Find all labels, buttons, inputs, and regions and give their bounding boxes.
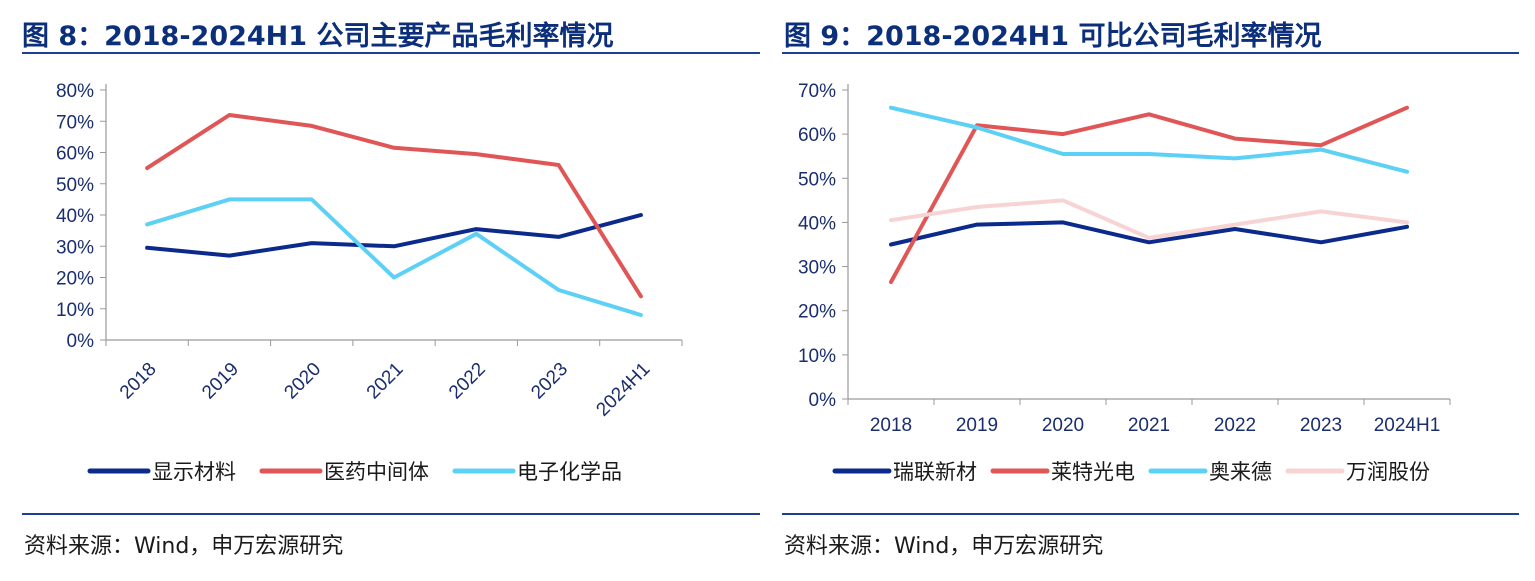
legend-label: 莱特光电 <box>1051 460 1135 484</box>
y-tick-label: 10% <box>56 300 94 321</box>
chart-8-product-gross-margin: 0% 10% 20% 30% 40% 50% 60% 70% 80% 2018 2019 2020 20… <box>56 81 683 484</box>
legend-label: 医药中间体 <box>324 460 429 484</box>
x-tick-label: 2020 <box>281 359 326 404</box>
legend-label: 电子化学品 <box>517 460 622 484</box>
series-line-2 <box>889 105 1409 284</box>
title-underline <box>782 52 1519 54</box>
right-figure-panel: 图 9：2018-2024H1 可比公司毛利率情况 0% 10% 20% 30% 40%… <box>782 0 1535 581</box>
x-tick-label: 2022 <box>445 359 490 404</box>
y-tick-label: 70% <box>798 81 836 102</box>
legend-label: 奥来德 <box>1209 460 1272 484</box>
x-tick-label: 2022 <box>1214 415 1256 436</box>
y-tick-label: 40% <box>56 206 94 227</box>
y-tick-label: 50% <box>798 169 836 190</box>
x-tick-label: 2020 <box>1042 415 1084 436</box>
series-line-1 <box>889 220 1409 247</box>
series-line-3 <box>889 105 1409 174</box>
chart-9-peer-gross-margin: 0% 10% 20% 30% 40% 50% 60% 70% 2018 2019 2020 2021 2… <box>798 81 1451 484</box>
y-tick-label: 50% <box>56 175 94 196</box>
y-tick-label: 0% <box>67 331 95 352</box>
x-tick-label: 2021 <box>363 359 408 404</box>
y-tick-label: 0% <box>809 390 837 411</box>
source-rule <box>22 513 760 515</box>
x-tick-label: 2023 <box>1300 415 1342 436</box>
x-tick-label: 2023 <box>527 359 572 404</box>
series-line-3 <box>145 197 643 317</box>
source-rule <box>782 513 1519 515</box>
y-tick-label: 40% <box>798 213 836 234</box>
left-figure-panel: 图 8：2018-2024H1 公司主要产品毛利率情况 0% 10% 20% 30% 4… <box>0 0 760 581</box>
y-tick-label: 80% <box>56 81 94 102</box>
y-tick-label: 60% <box>798 125 836 146</box>
figure-9-title: 图 9：2018-2024H1 可比公司毛利率情况 <box>784 21 1322 52</box>
source-note: 资料来源：Wind，申万宏源研究 <box>784 534 1104 559</box>
y-tick-label: 30% <box>56 237 94 258</box>
source-note: 资料来源：Wind，申万宏源研究 <box>24 534 344 559</box>
figure-8-title: 图 8：2018-2024H1 公司主要产品毛利率情况 <box>22 21 614 52</box>
legend-label: 显示材料 <box>152 460 236 484</box>
y-tick-label: 20% <box>798 302 836 323</box>
y-tick-label: 10% <box>798 346 836 367</box>
legend-label: 瑞联新材 <box>893 460 977 484</box>
x-tick-label: 2024H1 <box>1374 415 1441 436</box>
y-tick-label: 70% <box>56 112 94 133</box>
series-line-1 <box>145 213 643 258</box>
x-tick-label: 2021 <box>1128 415 1170 436</box>
y-tick-label: 20% <box>56 269 94 290</box>
x-tick-label: 2019 <box>198 359 243 404</box>
y-tick-label: 60% <box>56 144 94 165</box>
series-line-4 <box>889 198 1409 240</box>
x-tick-label: 2019 <box>956 415 998 436</box>
x-tick-label: 2024H1 <box>592 359 654 421</box>
x-tick-label: 2018 <box>870 415 912 436</box>
x-tick-label: 2018 <box>116 359 161 404</box>
y-tick-label: 30% <box>798 258 836 279</box>
legend-label: 万润股份 <box>1346 460 1430 484</box>
title-underline <box>22 52 760 54</box>
series-line-2 <box>145 113 643 299</box>
